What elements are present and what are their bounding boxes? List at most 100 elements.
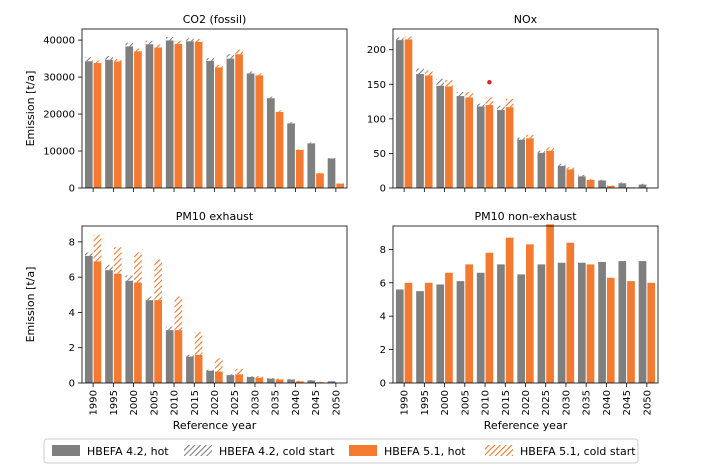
bar-hbefa42-hot [145,44,154,189]
bar-hbefa42-cold [186,354,194,357]
x-tick-label: 1995 [420,390,431,415]
bar-hbefa51-hot [235,374,243,383]
bar-hbefa51-cold [174,296,183,331]
bar-hbefa42-cold [517,137,525,140]
bar-hbefa42-hot [307,380,316,383]
y-tick-label: 6 [380,278,386,289]
x-tick-label: 2005 [149,390,160,415]
bar-hbefa42-hot [436,85,445,188]
bar-hbefa51-hot [485,105,494,188]
bar-hbefa42-hot [497,264,505,383]
bar-hbefa42-hot [165,330,174,383]
bar-hbefa51-cold [194,38,203,42]
bar-hbefa42-hot [517,274,525,383]
legend-swatch-hbefa42-hot [52,445,80,456]
x-tick-label: 2005 [460,390,471,415]
bar-hbefa42-cold [84,57,93,62]
bar-hbefa51-cold [113,58,122,62]
bar-hbefa51-hot [404,39,413,188]
bar-hbefa42-hot [125,280,134,383]
bar-hbefa51-hot [606,277,615,383]
bar-hbefa42-cold [125,42,134,47]
x-tick-label: 2050 [331,390,342,415]
y-tick-label: 6 [69,273,75,284]
bar-hbefa51-hot [465,97,473,188]
bar-hbefa42-hot [557,165,566,188]
bar-hbefa42-cold [226,374,235,376]
bar-hbefa42-cold [125,275,134,281]
y-tick-label: 0 [69,184,75,195]
bar-hbefa51-cold [154,259,162,301]
x-tick-label: 2030 [250,390,261,415]
bar-hbefa51-hot [586,264,595,383]
bar-hbefa42-cold [267,378,275,379]
bar-hbefa51-hot [174,43,183,189]
y-tick-label: 150 [367,80,386,91]
bar-hbefa42-cold [557,163,566,166]
bar-hbefa51-cold [566,167,575,170]
y-tick-label: 100 [367,114,386,125]
bar-hbefa51-cold [606,185,615,186]
bar-hbefa51-cold [93,60,102,64]
bar-hbefa42-hot [105,270,113,383]
y-tick-label: 0 [380,379,386,390]
bar-hbefa51-hot [546,224,554,383]
x-tick-label: 2035 [582,390,593,415]
bar-hbefa42-hot [395,289,404,383]
bar-hbefa51-hot [255,75,264,188]
bar-hbefa42-hot [287,123,295,188]
bar-hbefa51-cold [134,48,142,52]
x-tick-label: 2020 [210,390,221,415]
y-tick-label: 2 [380,345,386,356]
bar-hbefa42-cold [456,91,465,97]
bar-hbefa51-hot [316,382,324,383]
bar-hbefa42-hot [84,255,93,383]
bar-hbefa42-cold [307,142,316,144]
bar-hbefa51-cold [235,49,243,55]
y-tick-label: 50 [373,149,386,160]
bar-hbefa51-hot [194,41,203,188]
bar-hbefa51-hot [154,300,162,383]
bar-hbefa42-cold [287,122,295,124]
x-tick-label: 2045 [622,390,633,415]
bar-hbefa42-hot [267,378,275,383]
bar-hbefa51-hot [113,273,122,383]
y-tick-label: 4 [69,308,75,319]
bar-hbefa51-hot [336,183,345,188]
legend: HBEFA 4.2, hot HBEFA 4.2, cold start HBE… [43,438,639,464]
x-tick-label: 2010 [170,390,181,415]
bar-hbefa42-cold [206,58,214,61]
bar-hbefa42-hot [537,152,546,188]
bar-hbefa42-hot [436,284,445,383]
bar-hbefa51-hot [606,185,615,188]
y-tick-label: 40000 [43,36,75,47]
bar-hbefa51-cold [235,368,243,375]
y-tick-label: 0 [69,379,75,390]
x-tick-label: 1990 [89,390,100,415]
bar-hbefa51-hot [275,379,284,383]
bar-hbefa42-hot [578,262,586,383]
chart-title: PM10 exhaust [176,210,254,223]
y-tick-label: 20000 [43,110,75,121]
bar-hbefa42-hot [416,291,424,383]
bar-hbefa42-cold [537,150,546,153]
outlier-point [487,80,492,85]
bar-hbefa42-hot [395,40,404,189]
y-axis-label: Emission [t/a] [24,267,37,343]
legend-label-hbefa51-hot: HBEFA 5.1, hot [384,445,466,458]
y-tick-label: 0 [380,184,386,195]
bar-hbefa42-hot [186,41,194,188]
bar-hbefa42-hot [456,281,465,383]
bar-hbefa51-hot [424,282,433,383]
bar-hbefa51-hot [546,150,554,188]
bar-hbefa42-hot [476,272,485,383]
bar-hbefa51-hot [113,61,122,188]
plot-frame [81,28,348,189]
bar-hbefa51-cold [295,149,304,150]
bar-hbefa51-hot [235,54,243,189]
bar-hbefa42-hot [557,262,566,383]
bar-hbefa42-hot [287,379,295,383]
bar-hbefa42-hot [267,98,275,188]
bar-hbefa42-hot [327,158,336,188]
